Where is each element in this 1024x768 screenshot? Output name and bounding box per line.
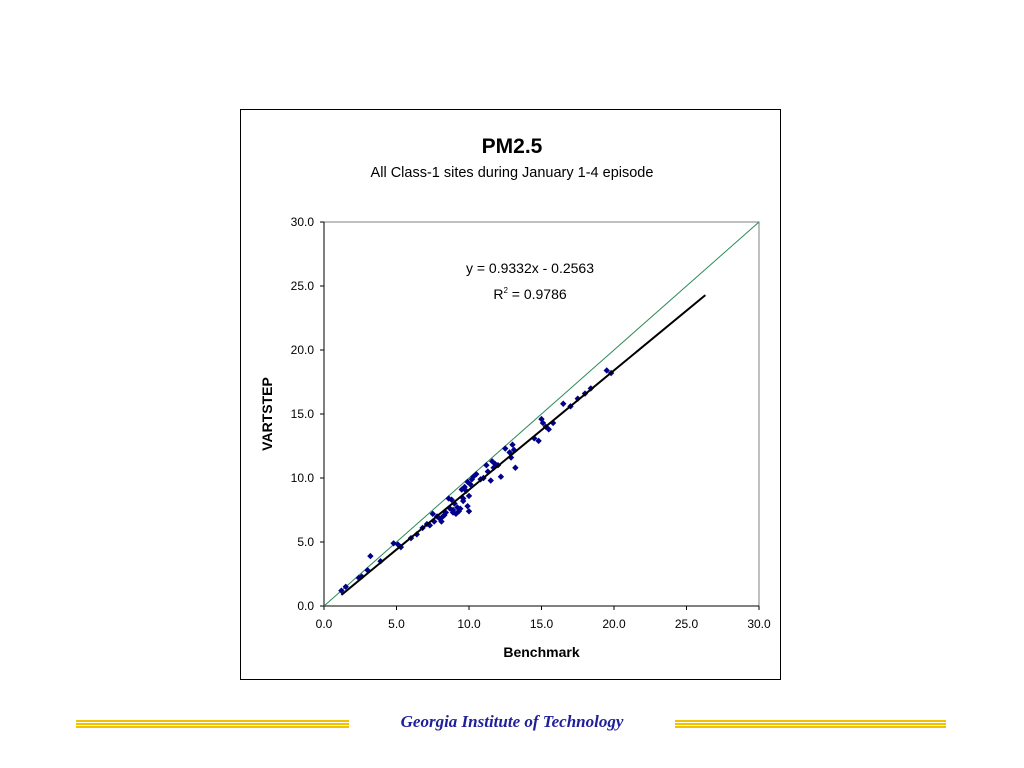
data-point — [560, 400, 567, 407]
data-point — [497, 473, 505, 480]
data-point — [431, 518, 438, 525]
data-point — [451, 500, 458, 507]
chart-title: PM2.5 — [482, 135, 543, 158]
x-tick-label: 15.0 — [530, 617, 554, 631]
scatter-chart: PM2.5 All Class-1 sites during January 1-… — [259, 135, 771, 660]
data-point — [457, 505, 464, 512]
footer-rule-left — [76, 718, 349, 730]
data-point — [342, 583, 349, 590]
data-point — [465, 508, 473, 515]
regression-line — [340, 294, 706, 596]
y-tick-label: 30.0 — [291, 215, 315, 229]
x-tick-label: 5.0 — [388, 617, 405, 631]
x-tick-label: 20.0 — [602, 617, 626, 631]
data-point — [367, 552, 374, 560]
data-point — [438, 518, 445, 525]
data-point — [545, 426, 552, 433]
x-tick-label: 25.0 — [675, 617, 699, 631]
chart-subtitle: All Class-1 sites during January 1-4 epi… — [371, 165, 654, 181]
footer-rule-right — [675, 718, 946, 730]
r-squared-r: R — [493, 286, 503, 302]
data-point — [487, 477, 494, 484]
y-tick-label: 0.0 — [297, 599, 314, 613]
data-point — [603, 367, 610, 374]
r-squared-sup: 2 — [503, 286, 508, 295]
r-squared-value: = 0.9786 — [508, 286, 567, 302]
y-axis-label: VARTSTEP — [259, 377, 275, 451]
data-point — [448, 496, 455, 503]
data-point — [535, 437, 542, 445]
y-tick-label: 20.0 — [291, 343, 315, 357]
y-tick-label: 25.0 — [291, 279, 315, 293]
data-point — [338, 587, 345, 594]
x-tick-label: 0.0 — [316, 617, 333, 631]
y-tick-label: 10.0 — [291, 471, 315, 485]
regression-equation: y = 0.9332x - 0.2563 — [466, 260, 594, 276]
data-point — [512, 464, 519, 471]
data-point — [464, 502, 471, 510]
data-point — [483, 462, 490, 469]
data-point — [502, 445, 509, 452]
data-point — [465, 492, 473, 500]
data-point — [509, 441, 516, 448]
footer-institution: Georgia Institute of Technology — [400, 712, 624, 731]
x-tick-label: 30.0 — [747, 617, 771, 631]
chart-frame: PM2.5 All Class-1 sites during January 1-… — [240, 109, 781, 680]
one-to-one-line — [323, 221, 760, 607]
x-tick-label: 10.0 — [457, 617, 481, 631]
y-tick-label: 5.0 — [297, 535, 314, 549]
y-tick-label: 15.0 — [291, 407, 315, 421]
data-point — [467, 481, 474, 488]
r-squared: R2 = 0.9786 — [493, 286, 567, 302]
data-point — [473, 470, 480, 478]
x-axis-label: Benchmark — [503, 644, 579, 660]
data-point — [574, 395, 581, 402]
